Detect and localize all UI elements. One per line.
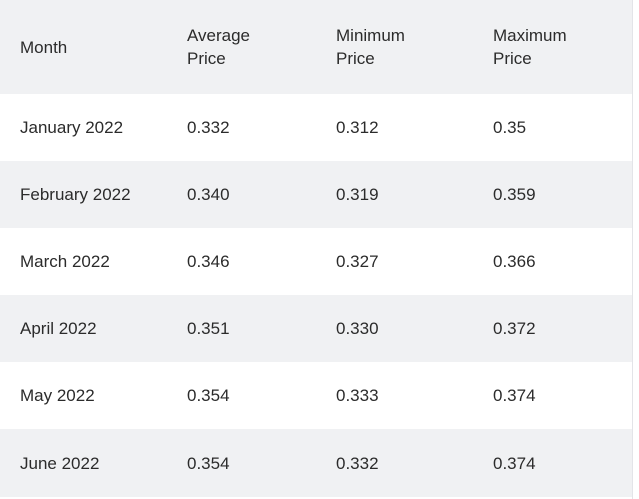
header-month: Month (0, 0, 167, 94)
cell-month: May 2022 (20, 386, 95, 405)
header-row: Month Average Price Minimum Price Maximu… (0, 0, 632, 94)
cell-minimum-price: 0.330 (336, 319, 379, 338)
header-maximum-price: Maximum Price (473, 0, 632, 94)
cell-month: January 2022 (20, 118, 124, 137)
cell-average-price: 0.354 (187, 386, 230, 405)
header-minimum-price-line-1: Minimum (336, 26, 405, 45)
table-body: January 2022 0.332 0.312 0.35 February 2… (0, 94, 632, 497)
cell-maximum-price: 0.374 (493, 453, 536, 473)
cell-minimum-price: 0.332 (336, 453, 379, 473)
header-average-price-line-2: Price (187, 49, 226, 68)
cell-average-price: 0.346 (187, 252, 230, 271)
cell-minimum-price: 0.333 (336, 386, 379, 405)
cell-maximum-price: 0.372 (493, 319, 536, 338)
cell-average-price: 0.340 (187, 185, 230, 204)
cell-average-price: 0.351 (187, 319, 230, 338)
cell-maximum-price: 0.35 (493, 118, 527, 137)
header-minimum-price-line-2: Price (336, 49, 375, 68)
cell-minimum-price: 0.319 (336, 185, 379, 204)
cell-month: February 2022 (20, 185, 131, 204)
cell-month: June 2022 (20, 453, 100, 473)
header-maximum-price-line-2: Price (493, 49, 532, 68)
table-header: Month Average Price Minimum Price Maximu… (0, 0, 632, 94)
table-row: February 2022 0.340 0.319 0.359 (0, 161, 632, 228)
cell-month: April 2022 (20, 319, 97, 338)
header-minimum-price: Minimum Price (316, 0, 473, 94)
cell-minimum-price: 0.312 (336, 118, 379, 137)
cell-average-price: 0.354 (187, 453, 230, 473)
cell-average-price: 0.332 (187, 118, 230, 137)
header-month-line-1: Month (20, 37, 68, 57)
header-average-price-line-1: Average (187, 26, 251, 45)
cell-maximum-price: 0.374 (493, 386, 536, 405)
cell-maximum-price: 0.366 (493, 252, 536, 271)
header-maximum-price-line-1: Maximum (493, 26, 567, 45)
table-row: May 2022 0.354 0.333 0.374 (0, 362, 632, 429)
header-average-price: Average Price (167, 0, 316, 94)
table-row: January 2022 0.332 0.312 0.35 (0, 94, 632, 161)
table-row: June 2022 0.354 0.332 0.374 (0, 429, 632, 497)
cell-minimum-price: 0.327 (336, 252, 379, 271)
cell-month: March 2022 (20, 252, 110, 271)
cell-maximum-price: 0.359 (493, 185, 536, 204)
table-row: April 2022 0.351 0.330 0.372 (0, 295, 632, 362)
table-row: March 2022 0.346 0.327 0.366 (0, 228, 632, 295)
